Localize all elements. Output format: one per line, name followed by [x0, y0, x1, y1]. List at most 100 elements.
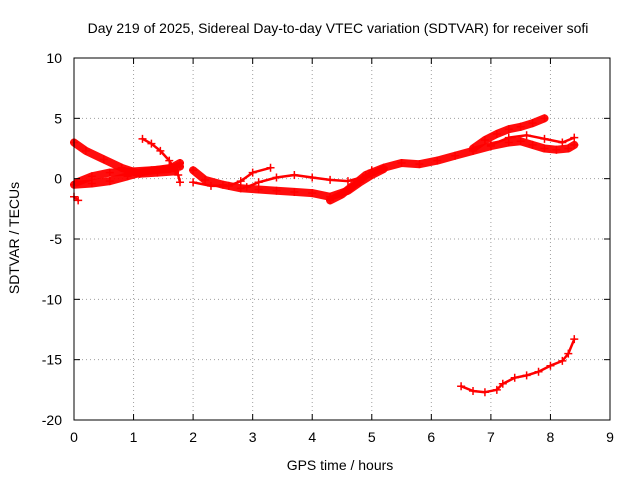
data-point [570, 335, 579, 344]
data-point [379, 163, 388, 172]
data-point [486, 140, 495, 149]
data-point [504, 133, 513, 142]
data-point [147, 166, 156, 175]
x-tick-label: 1 [130, 429, 138, 445]
series-sat-e [138, 134, 185, 187]
data-point [558, 138, 567, 147]
y-tick-label: -10 [42, 291, 62, 307]
x-tick-label: 3 [249, 429, 257, 445]
data-point [433, 156, 442, 165]
data-point [343, 177, 352, 186]
data-point [564, 349, 573, 358]
y-tick-label: 10 [46, 50, 62, 66]
data-point [105, 168, 114, 177]
y-tick-label: -15 [42, 352, 62, 368]
data-point [504, 125, 513, 134]
data-point [457, 382, 466, 391]
data-point [236, 184, 245, 193]
data-point [492, 130, 501, 139]
data-point [290, 187, 299, 196]
data-point [528, 140, 537, 149]
data-point [451, 151, 460, 160]
series-sat-i [326, 137, 579, 205]
data-point [469, 387, 478, 396]
y-tick-label: -20 [42, 412, 62, 428]
series-sat-c [70, 192, 83, 205]
data-point [480, 388, 489, 397]
data-point [326, 196, 335, 205]
data-point [570, 140, 579, 149]
data-point [516, 122, 525, 131]
series-sat-d [72, 158, 185, 187]
data-point [224, 181, 233, 190]
x-tick-label: 6 [427, 429, 435, 445]
data-point [87, 179, 96, 188]
series-sat-k [486, 131, 579, 149]
data-point [81, 146, 90, 155]
x-axis-label: GPS time / hours [287, 457, 394, 473]
data-point [361, 171, 370, 180]
axis-ticks: 0 1 2 3 4 5 6 7 8 9 -20 -15 -10 -5 0 5 10 [42, 50, 614, 445]
data-point [480, 136, 489, 145]
data-point [176, 158, 185, 167]
data-point [189, 166, 198, 175]
series-sat-j [469, 114, 549, 153]
y-tick-label: 0 [54, 171, 62, 187]
data-point [147, 139, 156, 148]
chart-title: Day 219 of 2025, Sidereal Day-to-day VTE… [88, 20, 589, 36]
data-point [570, 133, 579, 142]
data-point [272, 186, 281, 195]
data-point [105, 177, 114, 186]
data-point [522, 371, 531, 380]
data-point [510, 373, 519, 382]
data-point [540, 144, 549, 153]
y-axis-label: SDTVAR / TECUs [6, 182, 22, 294]
data-point [469, 144, 478, 153]
data-point [99, 155, 108, 164]
x-tick-label: 2 [189, 429, 197, 445]
data-point [540, 114, 549, 123]
data-point [242, 183, 251, 192]
series-line [326, 137, 579, 205]
data-point [528, 119, 537, 128]
data-point [206, 181, 215, 190]
data-series [70, 114, 579, 397]
y-tick-label: -5 [50, 231, 63, 247]
data-point [272, 173, 281, 182]
x-tick-label: 9 [606, 429, 614, 445]
data-point [558, 356, 567, 365]
data-point [74, 196, 83, 205]
data-point [129, 167, 138, 176]
data-point [248, 168, 257, 177]
data-point [546, 361, 555, 370]
data-point [534, 367, 543, 376]
series-line [459, 337, 576, 394]
data-point [492, 385, 501, 394]
data-point [189, 178, 198, 187]
data-point [165, 165, 174, 174]
data-point [254, 185, 263, 194]
data-point [176, 178, 185, 187]
data-point [165, 156, 174, 165]
data-point [397, 158, 406, 167]
data-point [236, 177, 245, 186]
x-tick-label: 5 [368, 429, 376, 445]
data-point [415, 160, 424, 169]
data-point [308, 173, 317, 182]
data-point [516, 137, 525, 146]
grid [74, 58, 610, 420]
data-point [552, 145, 561, 154]
data-point [349, 180, 358, 189]
data-point [138, 134, 147, 143]
data-point [290, 171, 299, 180]
data-point [498, 379, 507, 388]
x-tick-label: 7 [487, 429, 495, 445]
series-sat-l [457, 335, 579, 397]
data-point [522, 131, 531, 140]
data-point [338, 190, 346, 199]
data-point [156, 146, 165, 155]
data-point [326, 175, 335, 184]
y-tick-label: 5 [54, 110, 62, 126]
x-tick-label: 8 [547, 429, 555, 445]
